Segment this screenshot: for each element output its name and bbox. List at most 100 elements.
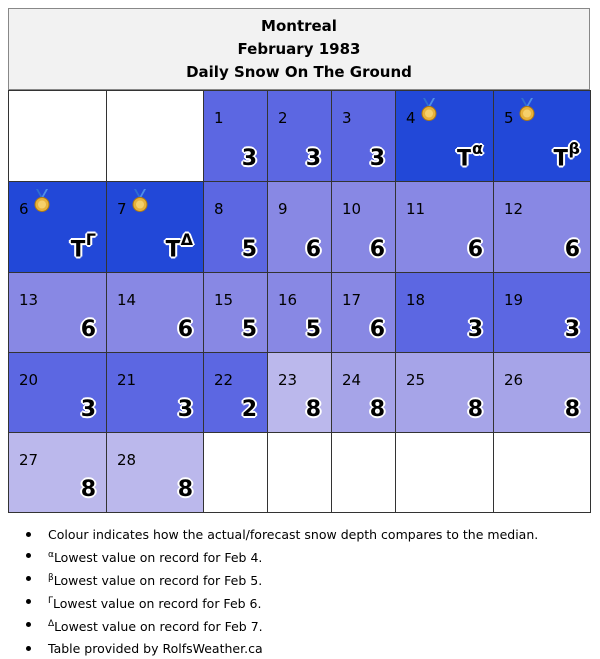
day-cell-11: 11 6 [395,181,494,273]
day-cell-10: 10 6 [331,181,396,273]
snow-depth-value: 5 [241,317,257,342]
table-subtitle: Daily Snow On The Ground [186,62,412,81]
empty-cell [395,432,494,513]
footnote-item: ΓLowest value on record for Feb 6. [20,591,538,614]
day-number: 18 [406,291,426,309]
day-cell-18: 18 3 [395,272,494,353]
day-number: 22 [214,371,234,389]
day-number: 23 [278,371,298,389]
snow-depth-value: TΓ [70,229,96,262]
footnote-text: Lowest value on record for Feb 4. [53,550,263,566]
day-number: 14 [117,291,137,309]
record-marker: β [568,138,580,158]
calendar-header: Montreal February 1983 Daily Snow On The… [8,8,590,90]
month-title: February 1983 [237,39,361,58]
day-number: 15 [214,291,234,309]
day-number: 26 [504,371,524,389]
week-row: 6 TΓ 7 TΔ 8 5 9 6 10 6 11 6 12 6 [8,181,591,273]
day-number: 16 [278,291,298,309]
day-cell-14: 14 6 [106,272,204,353]
day-number: 3 [342,109,352,127]
snow-depth-value: 8 [177,477,193,502]
day-cell-7: 7 TΔ [106,181,204,273]
day-cell-5: 5 Tβ [493,90,591,182]
day-number: 6 [19,200,29,218]
week-row: 13 6 14 6 15 5 16 5 17 6 18 3 19 3 [8,272,591,353]
day-number: 12 [504,200,524,218]
day-number: 1 [214,109,224,127]
snow-depth-value: Tβ [553,138,580,171]
day-cell-25: 25 8 [395,352,494,433]
day-number: 19 [504,291,524,309]
empty-cell [493,432,591,513]
snow-depth-value: 8 [80,477,96,502]
day-cell-6: 6 TΓ [8,181,107,273]
week-row: 1 3 2 3 3 3 4 Tα 5 Tβ [8,90,591,182]
footnote-item: Colour indicates how the actual/forecast… [20,524,538,545]
day-number: 10 [342,200,362,218]
week-row: 20 3 21 3 22 2 23 8 24 8 25 8 26 8 [8,352,591,433]
day-number: 2 [278,109,288,127]
week-row: 27 8 28 8 [8,432,591,513]
snow-depth-value: 5 [241,237,257,262]
snow-depth-value: 2 [241,397,257,422]
day-number: 4 [406,109,416,127]
snow-depth-value: 6 [467,237,483,262]
footnote-marker: α [48,550,54,560]
medal-icon [418,98,440,122]
snow-depth-value: 6 [305,237,321,262]
snow-depth-value: 6 [369,237,385,262]
day-number: 24 [342,371,362,389]
day-cell-24: 24 8 [331,352,396,433]
snow-depth-value: 6 [369,317,385,342]
empty-cell [8,90,107,182]
day-cell-17: 17 6 [331,272,396,353]
day-number: 20 [19,371,39,389]
snow-calendar: 1 3 2 3 3 3 4 Tα 5 Tβ 6 TΓ 7 TΔ 8 5 9 6 10 6 11 6 12 6 13 6 14 6 15 5… [8,90,591,513]
medal-icon [129,189,151,213]
snow-depth-value: 8 [467,397,483,422]
footnote-item: αLowest value on record for Feb 4. [20,545,538,568]
snow-depth-value: 8 [564,397,580,422]
day-number: 27 [19,451,39,469]
day-number: 17 [342,291,362,309]
snow-depth-value: 6 [80,317,96,342]
day-cell-21: 21 3 [106,352,204,433]
snow-depth-value: 3 [564,317,580,342]
snow-depth-value: 3 [305,146,321,171]
medal-icon [516,98,538,122]
day-number: 7 [117,200,127,218]
day-number: 21 [117,371,137,389]
day-number: 8 [214,200,224,218]
footnote-text: Lowest value on record for Feb 6. [53,596,262,612]
day-number: 13 [19,291,39,309]
empty-cell [267,432,332,513]
day-cell-19: 19 3 [493,272,591,353]
city-title: Montreal [261,16,337,35]
day-cell-26: 26 8 [493,352,591,433]
footnote-item: ΔLowest value on record for Feb 7. [20,614,538,637]
snow-depth-value: TΔ [165,229,193,262]
snow-depth-value: 3 [467,317,483,342]
record-marker: α [472,138,483,158]
footnote-text: Lowest value on record for Feb 7. [54,619,263,635]
day-cell-28: 28 8 [106,432,204,513]
snow-depth-value: 3 [80,397,96,422]
footnote-text: Lowest value on record for Feb 5. [53,573,263,589]
empty-cell [331,432,396,513]
empty-cell [203,432,268,513]
snow-depth-value: 3 [177,397,193,422]
day-cell-22: 22 2 [203,352,268,433]
day-number: 11 [406,200,426,218]
empty-cell [106,90,204,182]
footnote-item: Table provided by RolfsWeather.ca [20,638,538,659]
record-marker: Δ [180,229,193,249]
record-marker: Γ [85,229,96,249]
footnote-item: βLowest value on record for Feb 5. [20,568,538,591]
day-cell-23: 23 8 [267,352,332,433]
